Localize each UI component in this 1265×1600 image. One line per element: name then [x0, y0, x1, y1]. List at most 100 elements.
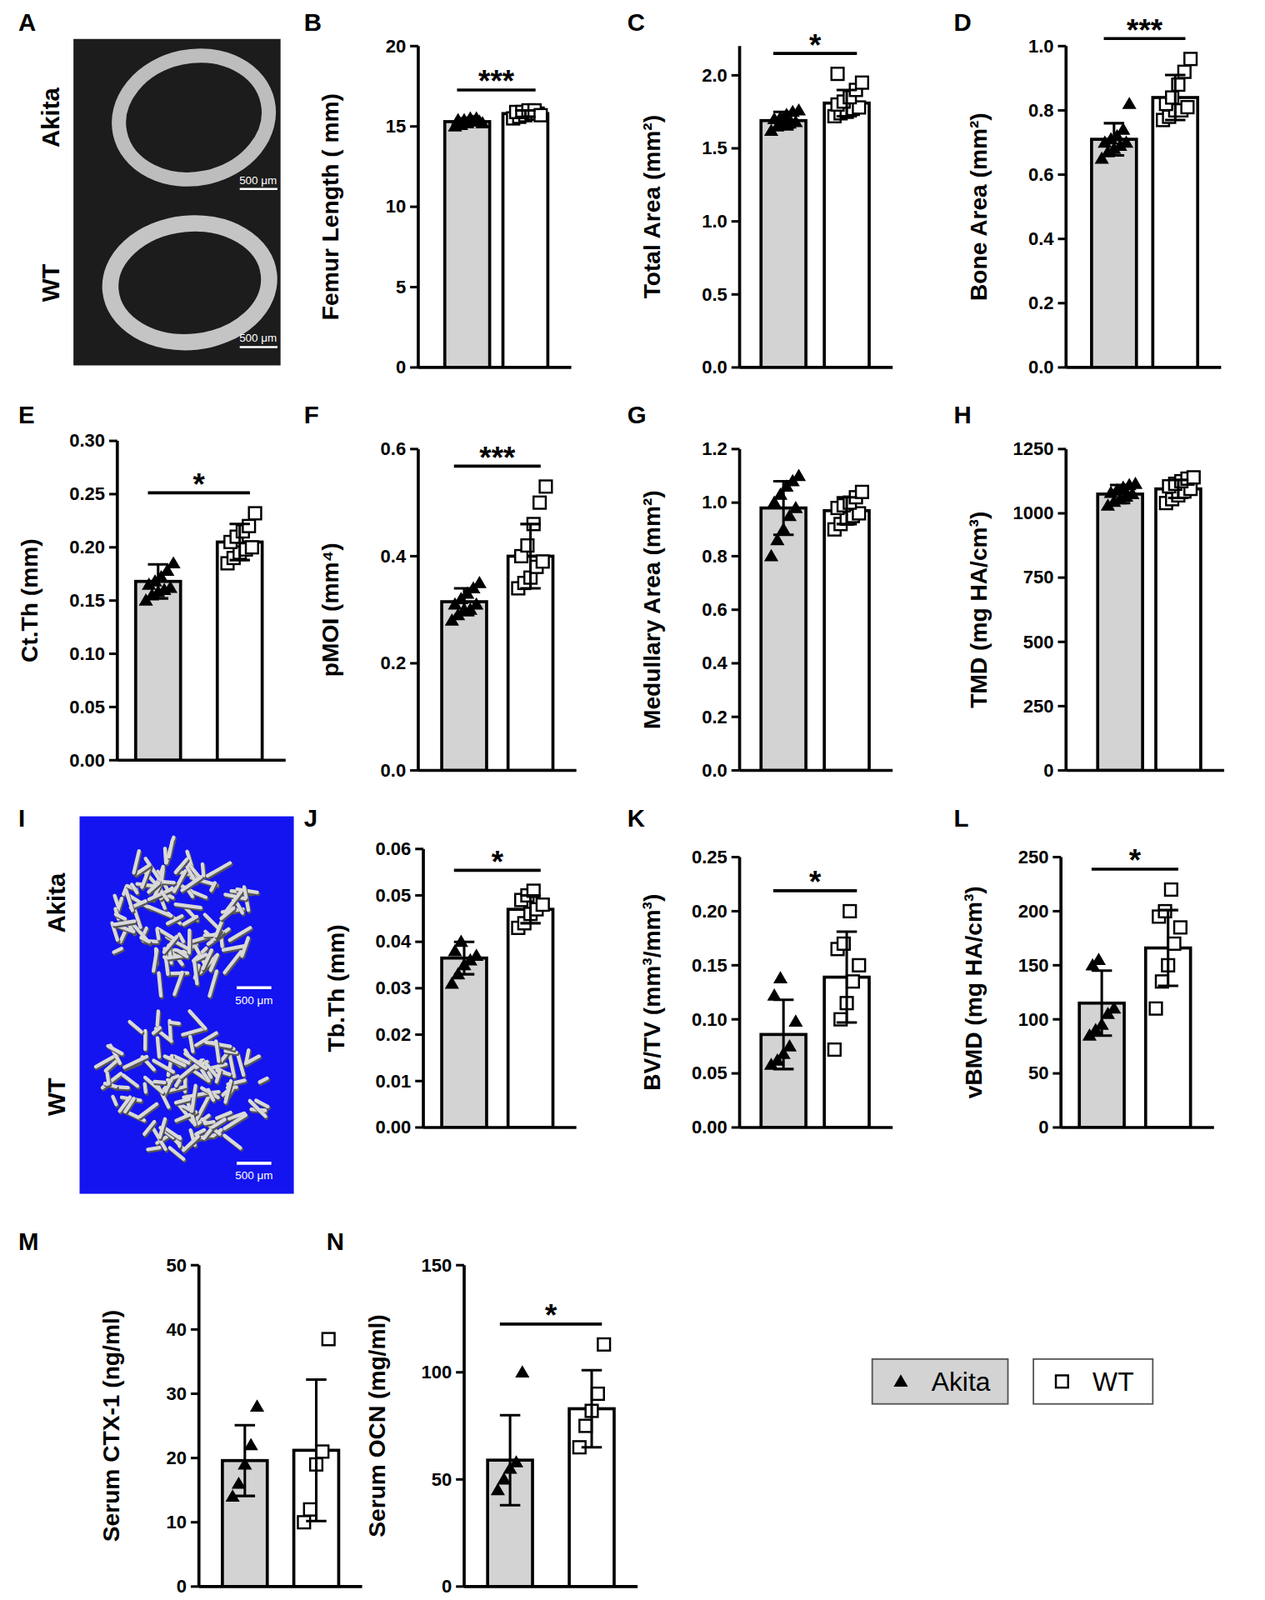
y-axis [1059, 857, 1063, 1128]
plot-area [135, 507, 263, 761]
tick [109, 759, 118, 762]
trabecula [216, 1112, 231, 1119]
axis-label: Femur Length ( mm) [317, 93, 344, 320]
tick-label: 1.0 [1028, 35, 1055, 57]
error-bar [836, 497, 857, 525]
error-cap [836, 115, 857, 118]
trabecula [164, 936, 177, 953]
error-cap [454, 940, 475, 944]
data-point [490, 1483, 505, 1496]
x-axis [740, 769, 894, 773]
tick [109, 545, 118, 549]
trabecula [185, 1053, 206, 1069]
tick-label: 200 [1018, 900, 1050, 922]
y-axis [462, 1265, 466, 1587]
tick [1057, 237, 1066, 240]
data-point [166, 555, 181, 569]
trabecula [158, 973, 161, 996]
trabecula [237, 903, 243, 913]
trabecula [105, 1060, 117, 1071]
error-cap [500, 1414, 520, 1417]
tick [415, 1080, 424, 1083]
tick [1052, 964, 1061, 967]
bar [1091, 139, 1137, 368]
tick-label: 0 [1038, 1116, 1049, 1138]
trabecula [202, 950, 211, 969]
data-point [1184, 52, 1197, 65]
trabecula [165, 1129, 180, 1140]
error-line [1174, 75, 1177, 120]
trabecula [133, 850, 139, 873]
trabecula [125, 1098, 134, 1112]
trabecula [115, 920, 135, 925]
bar [217, 541, 263, 760]
tick [731, 447, 740, 450]
panel-label: H [954, 400, 972, 429]
error-cap [454, 614, 475, 617]
tick-label: 0.2 [1028, 292, 1055, 314]
axis-label: TMD (mg HA/cm³) [965, 511, 992, 709]
tick [1052, 855, 1061, 859]
tick [1057, 447, 1066, 450]
tick [1057, 173, 1066, 176]
error-cap [520, 586, 540, 590]
scale-bar [240, 187, 278, 190]
trabecula [205, 1121, 215, 1124]
trabecula [140, 937, 150, 942]
error-cap [1110, 484, 1130, 487]
trabecula [187, 930, 192, 953]
bar [760, 508, 806, 771]
tick [455, 1585, 465, 1588]
x-axis [1065, 365, 1221, 370]
trabecula [153, 1027, 160, 1033]
data-point [843, 905, 856, 918]
tick [190, 1585, 200, 1588]
bar [1155, 489, 1201, 771]
tick-label: 2.0 [701, 65, 728, 86]
tick [731, 74, 740, 77]
tick [1057, 576, 1066, 580]
tick-label: 500 [1023, 631, 1055, 653]
tick [109, 705, 118, 709]
image-label: WT [36, 263, 65, 302]
tick [410, 205, 419, 209]
tick [109, 652, 118, 655]
tick [410, 125, 419, 128]
error-line [1100, 970, 1104, 1036]
data-point [828, 1043, 841, 1056]
significance: * [193, 467, 206, 502]
data-point [831, 67, 845, 80]
data-point [533, 496, 546, 510]
image-label: WT [42, 1077, 70, 1116]
panel: ECt.Th (mm)0.000.050.100.150.200.250.30* [16, 400, 285, 770]
tick-label: 0.0 [701, 760, 728, 781]
tick [731, 1125, 740, 1129]
tick-label: 15 [385, 115, 407, 137]
trabecula [175, 1078, 180, 1086]
tick-label: 0 [1043, 760, 1054, 781]
tick-label: 0.6 [1028, 164, 1055, 185]
tick [190, 1328, 200, 1331]
data-point [469, 948, 484, 961]
data-point [846, 975, 860, 988]
error-line [238, 524, 241, 560]
error-cap [454, 586, 475, 590]
tick [415, 1125, 424, 1129]
y-axis [1064, 45, 1068, 368]
error-bar [520, 524, 540, 589]
tick-label: 750 [1023, 566, 1055, 588]
panel-label: F [304, 400, 320, 429]
error-cap [581, 1445, 602, 1449]
error-cap [836, 930, 857, 934]
panel: MSerum CTX-1 (ng/ml)01020304050 [18, 1227, 363, 1597]
error-bar [773, 111, 794, 130]
trabecula [179, 934, 184, 942]
scale-bar [240, 345, 278, 348]
axis-label: Serum OCN (mg/ml) [364, 1314, 390, 1537]
tick [731, 855, 740, 859]
data-point [316, 1445, 330, 1459]
tick [455, 1264, 465, 1267]
data-point [893, 1374, 908, 1387]
tick-label: 40 [166, 1319, 188, 1340]
trabecula [156, 929, 159, 939]
